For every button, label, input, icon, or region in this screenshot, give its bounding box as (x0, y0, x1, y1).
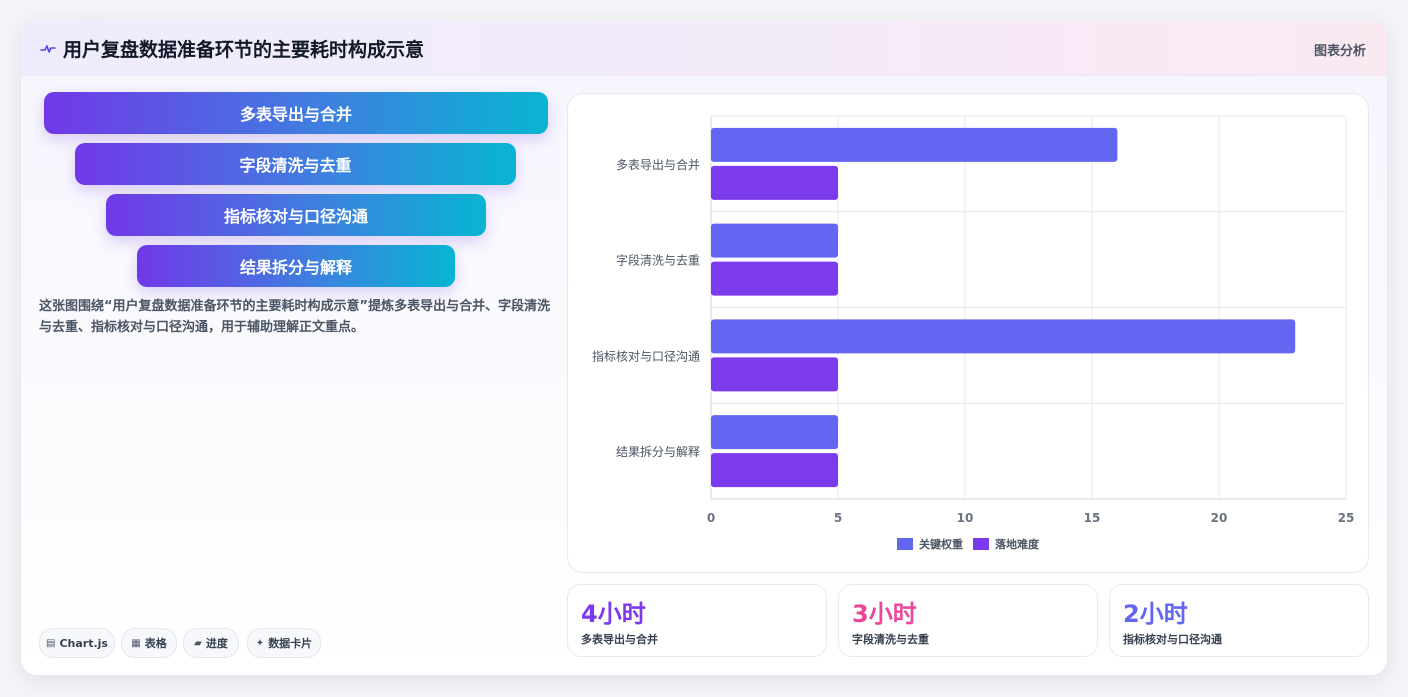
bar-difficulty (711, 165, 838, 200)
bar-difficulty (711, 261, 838, 296)
bar-difficulty (711, 357, 838, 392)
funnel-step-4: 结果拆分与解释 (137, 245, 455, 287)
funnel-step-label: 指标核对与口径沟通 (223, 207, 368, 226)
funnel-step-3: 指标核对与口径沟通 (106, 194, 486, 236)
funnel-step-label: 字段清洗与去重 (239, 156, 352, 175)
stat-card-1: 4小时 多表导出与合并 (567, 584, 827, 657)
chip-progress[interactable]: ▰ 进度 (183, 628, 239, 658)
funnel-step-label: 多表导出与合并 (239, 105, 352, 124)
funnel-step-label: 结果拆分与解释 (239, 258, 352, 277)
funnel-step-2: 字段清洗与去重 (75, 143, 516, 185)
chip-chartjs[interactable]: ▤ Chart.js (39, 628, 115, 658)
chip-table[interactable]: ▦ 表格 (121, 628, 177, 658)
legend-swatch (973, 538, 989, 550)
stat-card-3: 2小时 指标核对与口径沟通 (1109, 584, 1369, 657)
bar-weight (711, 127, 1118, 162)
y-tick-label: 指标核对与口径沟通 (592, 348, 700, 363)
legend-label: 落地难度 (995, 537, 1040, 551)
x-tick-label: 25 (1338, 511, 1355, 525)
y-tick-label: 结果拆分与解释 (616, 444, 700, 459)
chip-label: Chart.js (59, 636, 108, 650)
legend-label: 关键权重 (919, 537, 963, 551)
monitor-icon: ▤ (46, 637, 56, 649)
bar-weight (711, 415, 838, 450)
chip-label: 进度 (205, 637, 228, 650)
chart-panel: 多表导出与合并 字段清洗与去重指标核对与口径沟通结果拆分与解释 0 5 10 15 20 25… (567, 93, 1369, 573)
bar-difficulty (711, 453, 838, 488)
progress-icon: ▰ (194, 637, 202, 649)
bar-weight (711, 319, 1296, 354)
stat-label: 多表导出与合并 (581, 633, 658, 646)
header-bar: 用户复盘数据准备环节的主要耗时构成示意 图表分析 (21, 21, 1387, 76)
stat-value: 4小时 (581, 600, 646, 628)
y-tick-label: 字段清洗与去重 (616, 253, 700, 268)
stat-value: 2小时 (1123, 600, 1188, 628)
chip-data-card[interactable]: ✦ 数据卡片 (247, 628, 321, 658)
pulse-icon (40, 45, 56, 53)
x-tick-label: 20 (1211, 511, 1228, 525)
sparkle-icon: ✦ (255, 637, 265, 649)
funnel-step-1: 多表导出与合并 (44, 92, 548, 134)
section-tag: 图表分析 (1313, 44, 1366, 59)
table-icon: ▦ (131, 637, 141, 649)
bar-weight (711, 223, 838, 258)
chip-label: 表格 (144, 637, 167, 650)
chip-label: 数据卡片 (268, 637, 313, 650)
stat-label: 字段清洗与去重 (852, 633, 929, 646)
chart-description: 这张图围绕“用户复盘数据准备环节的主要耗时构成示意”提炼多表导出与合并、字段清洗… (39, 299, 551, 335)
stat-value: 3小时 (852, 600, 917, 628)
x-tick-label: 15 (1084, 511, 1101, 525)
x-tick-label: 10 (957, 511, 974, 525)
page-title: 用户复盘数据准备环节的主要耗时构成示意 (63, 39, 425, 61)
stat-card-2: 3小时 字段清洗与去重 (838, 584, 1098, 657)
x-tick-label: 5 (834, 511, 842, 525)
x-tick-label: 0 (707, 511, 715, 525)
y-tick-label: 多表导出与合并 (616, 157, 700, 172)
main-card: 用户复盘数据准备环节的主要耗时构成示意 图表分析 多表导出与合并 字段清洗与去重… (21, 21, 1387, 675)
legend-swatch (897, 538, 913, 550)
stat-label: 指标核对与口径沟通 (1123, 633, 1222, 646)
